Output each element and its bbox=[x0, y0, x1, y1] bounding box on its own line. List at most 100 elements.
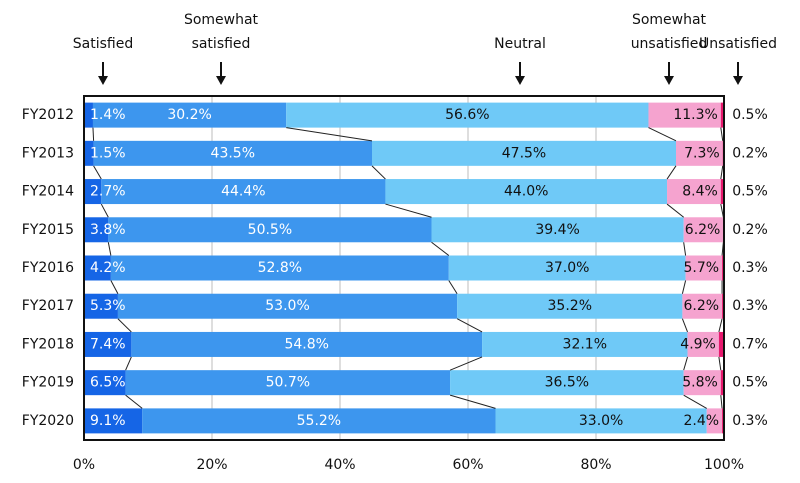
connector-line bbox=[719, 319, 722, 332]
data-label: 55.2% bbox=[297, 413, 341, 429]
data-label: 43.5% bbox=[211, 145, 255, 161]
connector-line bbox=[450, 357, 482, 370]
data-label: 32.1% bbox=[563, 336, 607, 352]
y-tick-label: FY2016 bbox=[22, 260, 74, 276]
y-tick-label: FY2020 bbox=[22, 413, 74, 429]
data-label: 0.5% bbox=[732, 184, 768, 200]
data-label: 52.8% bbox=[258, 260, 302, 276]
data-label: 0.3% bbox=[732, 298, 768, 314]
legend-arrow-head bbox=[664, 76, 674, 85]
y-tick-label: FY2014 bbox=[22, 184, 74, 200]
legend-label: Neutral bbox=[494, 36, 546, 52]
data-label: 0.5% bbox=[732, 375, 768, 391]
connector-line bbox=[719, 357, 721, 370]
legend-label: Satisfied bbox=[73, 36, 133, 52]
data-label: 36.5% bbox=[545, 375, 589, 391]
legend-label: Somewhat bbox=[632, 12, 707, 28]
data-label: 44.4% bbox=[221, 184, 265, 200]
data-label: 33.0% bbox=[579, 413, 623, 429]
connector-line bbox=[93, 128, 94, 141]
connector-line bbox=[101, 204, 108, 217]
connector-line bbox=[108, 242, 111, 255]
connector-line bbox=[667, 166, 676, 179]
connector-line bbox=[721, 395, 722, 408]
connector-line bbox=[118, 319, 131, 332]
connector-line bbox=[648, 128, 676, 141]
legend-arrow-head bbox=[733, 76, 743, 85]
data-label: 0.3% bbox=[732, 260, 768, 276]
x-tick-label: 20% bbox=[196, 457, 227, 473]
data-label: 7.4% bbox=[90, 336, 126, 352]
data-label: 8.4% bbox=[682, 184, 718, 200]
x-tick-label: 60% bbox=[452, 457, 483, 473]
data-label: 54.8% bbox=[284, 336, 328, 352]
connector-line bbox=[721, 166, 723, 179]
y-tick-label: FY2017 bbox=[22, 298, 74, 314]
connector-line bbox=[126, 395, 143, 408]
data-label: 0.7% bbox=[732, 336, 768, 352]
y-tick-label: FY2012 bbox=[22, 107, 74, 123]
y-tick-label: FY2019 bbox=[22, 375, 74, 391]
data-label: 47.5% bbox=[502, 145, 546, 161]
y-tick-label: FY2018 bbox=[22, 336, 74, 352]
data-label: 11.3% bbox=[673, 107, 717, 123]
data-label: 1.4% bbox=[90, 107, 126, 123]
connector-line bbox=[372, 166, 385, 179]
legend-label: Somewhat bbox=[184, 12, 259, 28]
connector-line bbox=[684, 242, 686, 255]
data-label: 0.3% bbox=[732, 413, 768, 429]
connector-line bbox=[449, 281, 457, 294]
connector-line bbox=[721, 128, 723, 141]
data-label: 2.7% bbox=[90, 184, 126, 200]
y-tick-label: FY2015 bbox=[22, 222, 74, 238]
x-tick-label: 80% bbox=[580, 457, 611, 473]
connector-line bbox=[457, 319, 482, 332]
data-label: 0.5% bbox=[732, 107, 768, 123]
data-label: 0.2% bbox=[732, 145, 768, 161]
data-label: 4.9% bbox=[680, 336, 716, 352]
data-label: 3.8% bbox=[90, 222, 126, 238]
x-tick-label: 100% bbox=[704, 457, 744, 473]
connector-line bbox=[682, 319, 687, 332]
connector-line bbox=[94, 166, 102, 179]
connector-line bbox=[111, 281, 118, 294]
data-label: 9.1% bbox=[90, 413, 126, 429]
data-label: 30.2% bbox=[167, 107, 211, 123]
data-label: 5.7% bbox=[684, 260, 720, 276]
legend-label: unsatisfied bbox=[631, 36, 708, 52]
connector-line bbox=[684, 357, 688, 370]
connector-line bbox=[432, 242, 449, 255]
connector-line bbox=[667, 204, 684, 217]
data-label: 39.4% bbox=[535, 222, 579, 238]
data-label: 44.0% bbox=[504, 184, 548, 200]
data-label: 35.2% bbox=[548, 298, 592, 314]
data-label: 4.2% bbox=[90, 260, 126, 276]
data-label: 5.8% bbox=[682, 375, 718, 391]
connector-line bbox=[450, 395, 495, 408]
legend-arrow-head bbox=[216, 76, 226, 85]
data-label: 37.0% bbox=[545, 260, 589, 276]
x-tick-label: 0% bbox=[73, 457, 95, 473]
data-label: 6.5% bbox=[90, 375, 126, 391]
data-label: 50.7% bbox=[266, 375, 310, 391]
connector-line bbox=[721, 204, 724, 217]
connector-line bbox=[286, 128, 372, 141]
x-tick-label: 40% bbox=[324, 457, 355, 473]
legend-arrow-head bbox=[515, 76, 525, 85]
connector-line bbox=[684, 395, 707, 408]
data-label: 56.6% bbox=[445, 107, 489, 123]
data-label: 2.4% bbox=[684, 413, 720, 429]
data-label: 50.5% bbox=[248, 222, 292, 238]
connector-line bbox=[682, 281, 685, 294]
data-label: 53.0% bbox=[265, 298, 309, 314]
bar-segment bbox=[719, 332, 723, 357]
legend-label: Unsatisfied bbox=[699, 36, 777, 52]
legend-arrow-head bbox=[98, 76, 108, 85]
data-label: 0.2% bbox=[732, 222, 768, 238]
data-label: 5.3% bbox=[90, 298, 126, 314]
legend-label: satisfied bbox=[192, 36, 251, 52]
data-label: 6.2% bbox=[684, 298, 720, 314]
connector-line bbox=[385, 204, 431, 217]
connector-line bbox=[126, 357, 132, 370]
